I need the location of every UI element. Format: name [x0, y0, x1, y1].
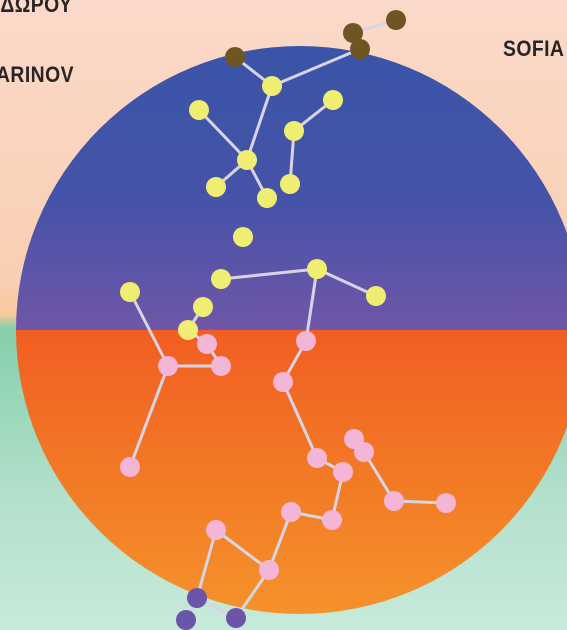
star-dot: [281, 502, 301, 522]
star-dot: [262, 76, 282, 96]
constellation-dots-yellow: [120, 76, 386, 340]
star-dot: [225, 47, 245, 67]
constellation-dots-violet: [176, 588, 246, 630]
star-dot: [323, 90, 343, 110]
star-dot: [211, 269, 231, 289]
star-dot: [189, 100, 209, 120]
star-dot: [176, 610, 196, 630]
star-dot: [187, 588, 207, 608]
constellation-dots-brown: [225, 10, 406, 67]
star-dot: [206, 177, 226, 197]
star-dot: [307, 259, 327, 279]
star-dot: [120, 282, 140, 302]
star-dot: [120, 457, 140, 477]
star-dot: [193, 297, 213, 317]
star-dot: [386, 10, 406, 30]
star-dot: [280, 174, 300, 194]
star-dot: [354, 442, 374, 462]
star-dot: [226, 608, 246, 628]
star-dot: [307, 448, 327, 468]
star-dot: [322, 510, 342, 530]
poster-text-right: SOFIA: [503, 36, 565, 61]
star-dot: [333, 462, 353, 482]
star-dot: [350, 39, 370, 59]
star-dot: [158, 356, 178, 376]
star-dot: [237, 150, 257, 170]
star-dot: [273, 372, 293, 392]
poster-text-greek: ΑΔΩΡΟΥ: [0, 0, 73, 17]
star-dot: [284, 121, 304, 141]
star-dot: [384, 491, 404, 511]
star-dot: [233, 227, 253, 247]
star-dot: [296, 331, 316, 351]
star-dot: [259, 560, 279, 580]
star-dot: [197, 334, 217, 354]
star-dot: [257, 188, 277, 208]
star-dot: [366, 286, 386, 306]
star-dot: [436, 493, 456, 513]
star-dot: [178, 320, 198, 340]
poster-text-left: ARINOV: [0, 62, 74, 87]
constellation-dots-pink: [120, 331, 456, 580]
star-dot: [343, 23, 363, 43]
star-dot: [211, 356, 231, 376]
star-dot: [206, 520, 226, 540]
